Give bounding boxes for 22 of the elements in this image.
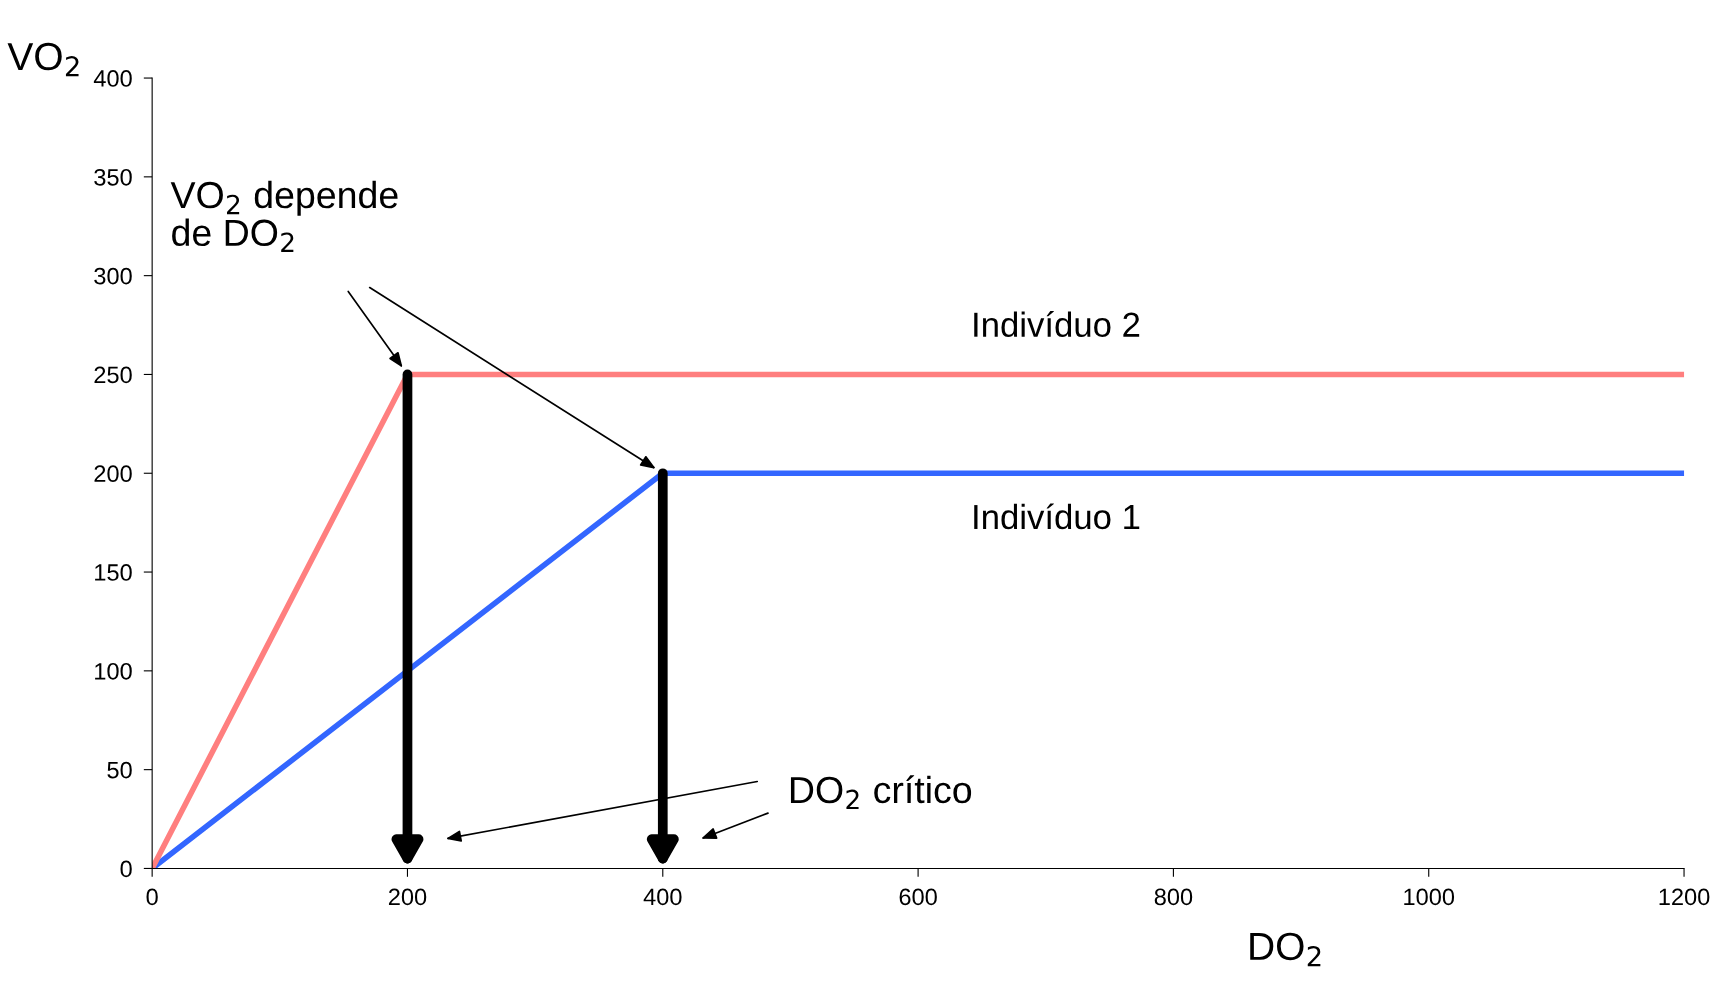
y-tick-label: 300 [94,267,132,285]
x-tick-label: 200 [388,888,427,906]
annotation: VO$_{2}$ depende de DO$_{2}$ [170,180,398,252]
y-tick-label: 150 [95,564,132,581]
x-tick-label: 400 [643,888,682,906]
y-tick-label: 100 [95,662,132,680]
x-tick-label: 600 [899,888,937,906]
x-tick-label: 0 [146,888,158,906]
y-tick-label: 350 [94,168,132,186]
y-tick-label: 50 [107,761,132,779]
x-tick-label: 1000 [1404,888,1455,906]
annotation: DO$_{2}$ crítico [790,775,972,810]
series-label: Indivíduo 1 [974,503,1140,530]
x-tick-label: 800 [1154,888,1193,906]
y-axis-title: VO$_{2}$ [7,42,79,77]
y-tick-label: 200 [94,465,132,483]
x-axis-title: DO$_{2}$ [1250,932,1321,967]
y-tick-label: 250 [94,366,132,384]
x-tick-label: 1200 [1659,888,1710,906]
series-label: Indivíduo 2 [974,311,1140,338]
y-tick-label: 400 [93,70,132,87]
y-tick-label: 0 [120,860,132,878]
